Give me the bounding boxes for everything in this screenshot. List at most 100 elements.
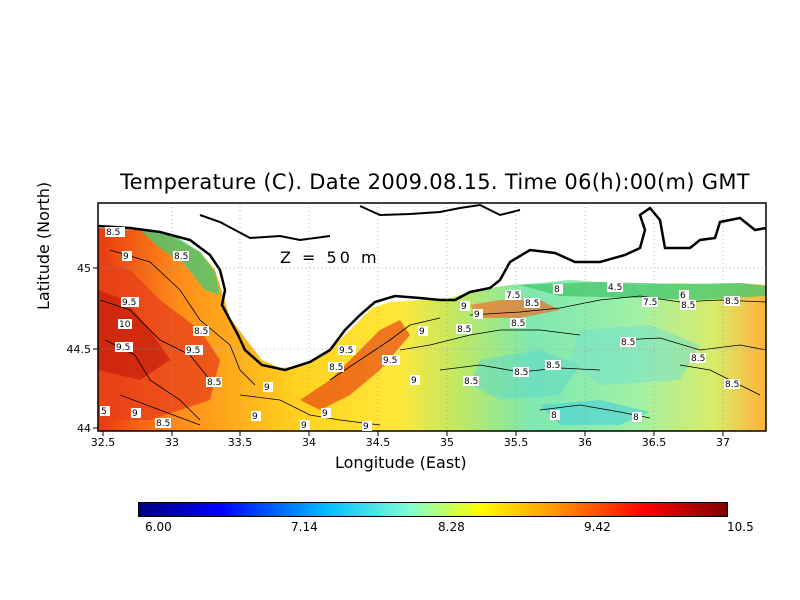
svg-text:9.5: 9.5 — [116, 343, 130, 353]
contour-label: 8.5 — [620, 337, 636, 348]
y-axis: 44 44.5 45 — [67, 262, 98, 435]
svg-text:8: 8 — [633, 413, 639, 423]
cool-coastal-west — [140, 230, 220, 295]
contour-label: 8.5 — [680, 300, 696, 311]
svg-text:8: 8 — [551, 411, 557, 421]
colorbar-label: 10.5 — [727, 520, 754, 534]
svg-text:8.5: 8.5 — [106, 228, 120, 238]
contour-label: 9 — [460, 301, 470, 312]
contour-label: 8.5 — [193, 326, 209, 337]
svg-text:8.5: 8.5 — [464, 377, 478, 387]
chart-title: Temperature (C). Date 2009.08.15. Time 0… — [120, 170, 750, 194]
colorbar — [138, 502, 728, 517]
svg-text:8.5: 8.5 — [725, 380, 739, 390]
contour-label: 9.5 — [121, 297, 139, 308]
depth-label: Z = 50 m — [280, 248, 380, 267]
grid — [98, 203, 766, 431]
svg-text:9: 9 — [252, 412, 258, 422]
y-axis-label: Latitude (North) — [34, 181, 53, 310]
colorbar-label: 6.00 — [145, 520, 172, 534]
svg-text:9: 9 — [123, 252, 129, 262]
x-tick-label: 35 — [440, 436, 454, 449]
svg-text:8.5: 8.5 — [525, 299, 539, 309]
contour-label: 9.5 — [185, 345, 203, 356]
x-tick-label: 37 — [716, 436, 730, 449]
svg-text:8.5: 8.5 — [156, 419, 170, 429]
contour-label: 7.5 — [505, 290, 521, 301]
contour-label: 9 — [410, 375, 420, 386]
svg-text:8.5: 8.5 — [725, 297, 739, 307]
svg-text:9.5: 9.5 — [186, 346, 200, 356]
svg-text:8.5: 8.5 — [457, 325, 471, 335]
cool-coastal-east — [520, 282, 766, 300]
colorbar-label: 9.42 — [584, 520, 611, 534]
warm-band-south — [300, 320, 410, 410]
contour-label: 5 — [100, 406, 110, 417]
svg-text:8.5: 8.5 — [546, 361, 560, 371]
contour-label: 9 — [122, 251, 132, 262]
x-tick-label: 36 — [578, 436, 592, 449]
contour-label: 6 — [679, 290, 689, 301]
contour-label: 8.5 — [690, 353, 706, 364]
contour-label: 8 — [632, 412, 642, 423]
contour-label: 8.5 — [724, 379, 740, 390]
svg-text:9: 9 — [301, 421, 307, 431]
north-coastline-west — [199, 214, 331, 242]
svg-text:9: 9 — [322, 409, 328, 419]
contour-label: 8.5 — [513, 367, 529, 378]
svg-text:8.5: 8.5 — [511, 319, 525, 329]
contour-label: 8.5 — [545, 360, 561, 371]
svg-text:10: 10 — [119, 320, 131, 330]
contour-label: 8.5 — [463, 376, 479, 387]
svg-text:8.5: 8.5 — [194, 327, 208, 337]
contour-label: 9 — [362, 421, 372, 432]
plot-frame — [97, 202, 767, 432]
colorbar-label: 8.28 — [438, 520, 465, 534]
y-tick-label: 45 — [77, 262, 91, 275]
x-tick-label: 35.5 — [504, 436, 529, 449]
x-tick-label: 33.5 — [228, 436, 253, 449]
x-tick-label: 34.5 — [366, 436, 391, 449]
contour-label: 8.5 — [524, 298, 540, 309]
warm-core-west — [98, 290, 170, 380]
x-tick-label: 34 — [302, 436, 316, 449]
contour-label: 9.5 — [338, 345, 356, 356]
svg-text:7.5: 7.5 — [506, 291, 520, 301]
contour-label: 9 — [418, 326, 428, 337]
svg-text:9: 9 — [461, 302, 467, 312]
contour-label: 8.5 — [724, 296, 740, 307]
svg-text:8.5: 8.5 — [621, 338, 635, 348]
contour-label: 4.5 — [607, 282, 623, 293]
contour-label: 8.5 — [456, 324, 472, 335]
svg-text:7.5: 7.5 — [643, 298, 657, 308]
y-tick-label: 44 — [77, 422, 91, 435]
contour-label: 8.5 — [105, 227, 125, 238]
north-coastline — [359, 203, 521, 217]
contour-label: 9 — [131, 408, 141, 419]
contour-label: 9.5 — [115, 342, 133, 353]
contour-label: 8.5 — [155, 418, 171, 429]
svg-text:9.5: 9.5 — [122, 298, 136, 308]
svg-text:9.5: 9.5 — [339, 346, 353, 356]
x-tick-label: 36.5 — [642, 436, 667, 449]
svg-text:9: 9 — [264, 383, 270, 393]
contour-label: 8 — [553, 284, 563, 295]
svg-text:8.5: 8.5 — [681, 301, 695, 311]
contour-label: 9 — [300, 420, 310, 431]
contour-value-labels: 8.5 9 8.5 9.5 10 9.5 8.5 9.5 8.5 9 9 9 9… — [100, 227, 740, 432]
contour-label: 9 — [263, 382, 273, 393]
contour-label: 8.5 — [510, 318, 526, 329]
contour-label: 9 — [321, 408, 331, 419]
contour-label: 7.5 — [642, 297, 658, 308]
svg-text:8.5: 8.5 — [207, 378, 221, 388]
svg-text:4.5: 4.5 — [608, 283, 622, 293]
svg-text:8.5: 8.5 — [514, 368, 528, 378]
contour-label: 8 — [550, 410, 560, 421]
contour-label: 9 — [251, 411, 261, 422]
y-tick-label: 44.5 — [67, 343, 92, 356]
x-axis-label: Longitude (East) — [335, 453, 467, 472]
svg-text:8: 8 — [554, 285, 560, 295]
coastline — [97, 206, 767, 372]
x-axis: 32.5 33 33.5 34 34.5 35 35.5 36 36.5 37 — [91, 431, 730, 449]
